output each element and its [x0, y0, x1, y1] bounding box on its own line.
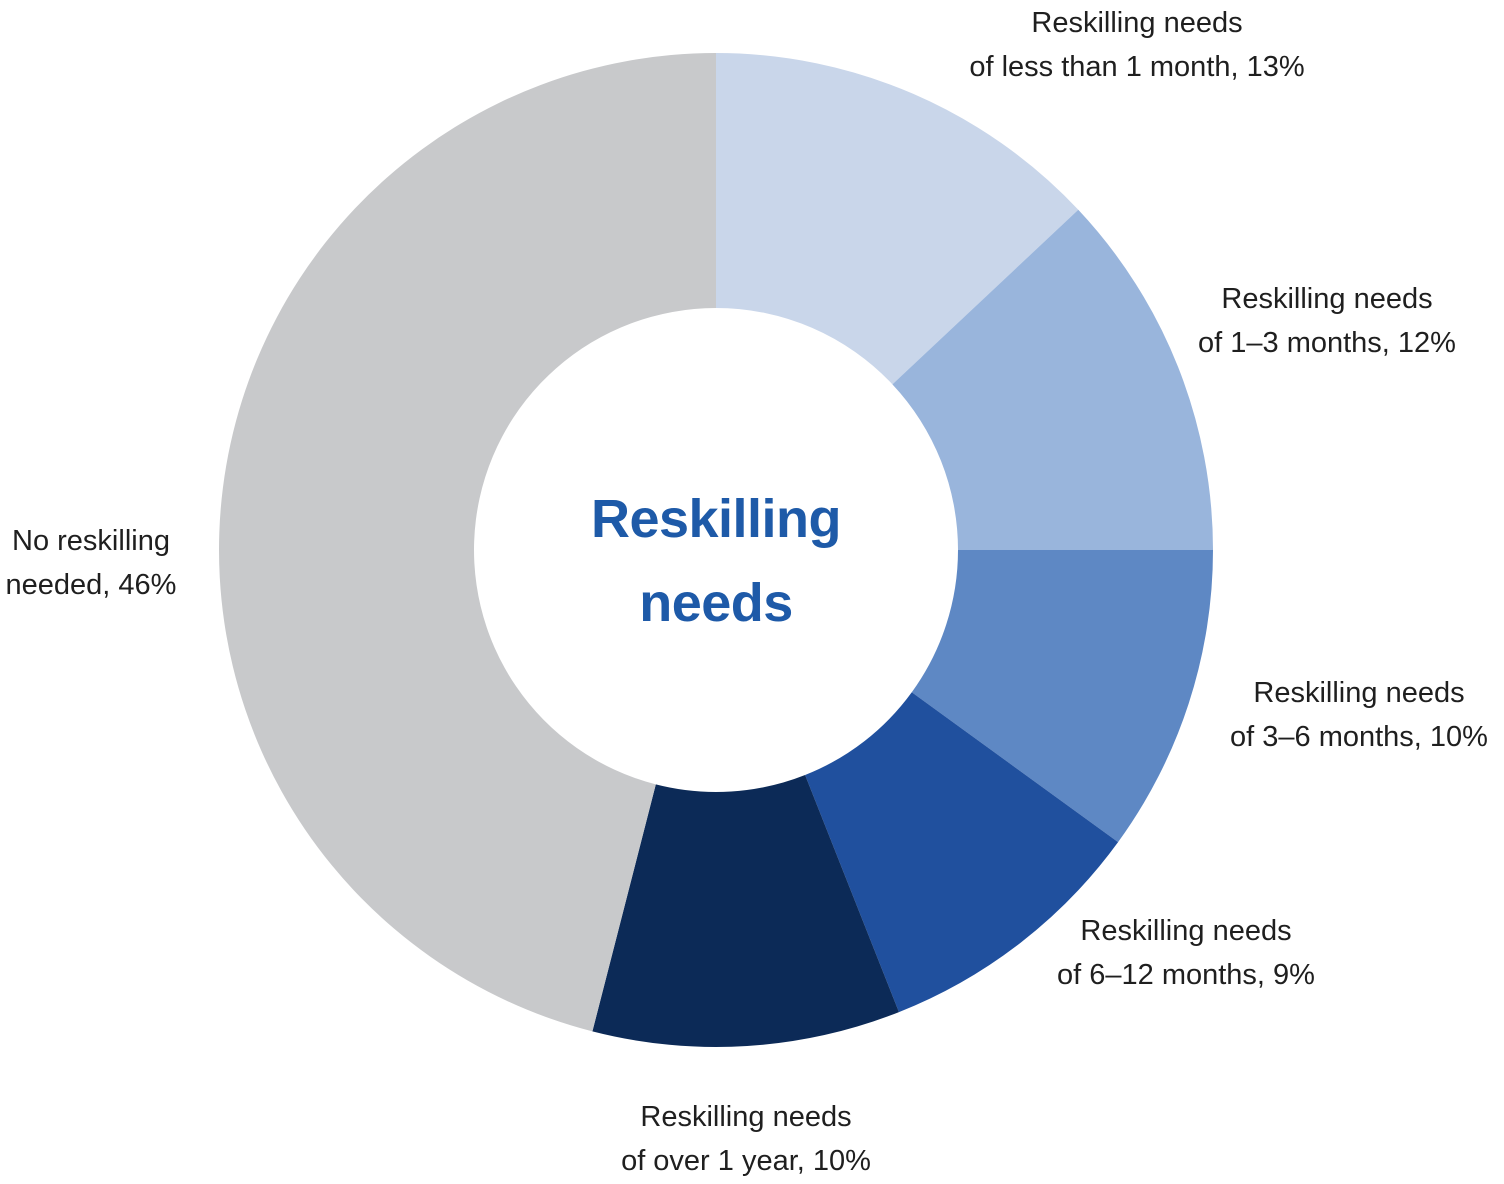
donut-segment-2	[911, 550, 1213, 843]
segment-label-line: Reskilling needs	[1031, 7, 1243, 39]
segment-label-line: Reskilling needs	[640, 1101, 852, 1133]
segment-label-line: of 6–12 months, 9%	[1057, 958, 1315, 991]
segment-label-line: No reskilling	[12, 525, 170, 557]
segment-label-less-than-1-month: Reskilling needs of less than 1 month, 1…	[937, 2, 1337, 89]
segment-label-line: Reskilling needs	[1080, 915, 1292, 947]
segment-label-line: Reskilling needs	[1253, 677, 1465, 709]
donut-segment-0	[716, 53, 1079, 385]
segment-label-line: of 1–3 months, 12%	[1198, 326, 1456, 359]
segment-label-over-1-year: Reskilling needs of over 1 year, 10%	[586, 1096, 906, 1183]
segment-label-1-3-months: Reskilling needs of 1–3 months, 12%	[1150, 278, 1504, 365]
donut-segment-1	[892, 209, 1213, 550]
donut-segment-5	[219, 53, 717, 1032]
donut-segment-3	[805, 692, 1119, 1013]
center-title-line-2: needs	[639, 572, 793, 633]
chart-center-title: Reskilling needs	[466, 478, 966, 645]
donut-segment-4	[592, 775, 899, 1047]
segment-label-line: of over 1 year, 10%	[621, 1144, 871, 1177]
center-title-line-1: Reskilling	[590, 489, 842, 549]
segment-label-line: of less than 1 month, 13%	[969, 50, 1305, 83]
segment-label-no-reskilling: No reskilling needed, 46%	[0, 520, 182, 607]
segment-label-line: Reskilling needs	[1221, 283, 1433, 315]
segment-label-3-6-months: Reskilling needs of 3–6 months, 10%	[1214, 672, 1504, 759]
segment-label-6-12-months: Reskilling needs of 6–12 months, 9%	[1026, 910, 1346, 997]
segment-label-line: of 3–6 months, 10%	[1230, 720, 1488, 753]
segment-label-line: needed, 46%	[5, 568, 177, 601]
